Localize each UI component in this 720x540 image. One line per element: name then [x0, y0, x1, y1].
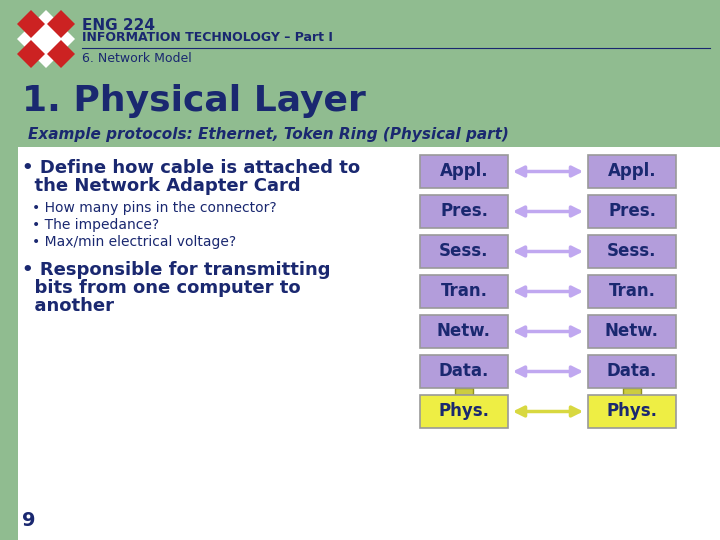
Bar	[18, 78, 720, 123]
FancyArrowPatch shape	[517, 407, 580, 416]
FancyBboxPatch shape	[588, 395, 676, 428]
FancyBboxPatch shape	[588, 275, 676, 308]
Bar	[0, 0, 720, 78]
Polygon shape	[47, 40, 75, 68]
Text: Appl.: Appl.	[440, 163, 488, 180]
Bar	[455, 388, 473, 395]
Text: • Max/min electrical voltage?: • Max/min electrical voltage?	[32, 235, 236, 249]
Polygon shape	[16, 9, 76, 69]
Text: • Define how cable is attached to: • Define how cable is attached to	[22, 159, 360, 177]
Text: • How many pins in the connector?: • How many pins in the connector?	[32, 201, 276, 215]
FancyArrowPatch shape	[517, 207, 580, 216]
FancyBboxPatch shape	[420, 235, 508, 268]
FancyBboxPatch shape	[420, 315, 508, 348]
Polygon shape	[47, 10, 75, 38]
FancyBboxPatch shape	[588, 155, 676, 188]
Polygon shape	[17, 40, 45, 68]
Text: Netw.: Netw.	[605, 322, 659, 341]
FancyBboxPatch shape	[420, 275, 508, 308]
FancyArrowPatch shape	[517, 247, 580, 256]
Text: Pres.: Pres.	[440, 202, 488, 220]
Text: INFORMATION TECHNOLOGY – Part I: INFORMATION TECHNOLOGY – Part I	[82, 31, 333, 44]
Text: • Responsible for transmitting: • Responsible for transmitting	[22, 261, 330, 279]
Text: Appl.: Appl.	[608, 163, 657, 180]
FancyBboxPatch shape	[420, 155, 508, 188]
Text: • The impedance?: • The impedance?	[32, 218, 159, 232]
Text: another: another	[22, 297, 114, 315]
Text: Pres.: Pres.	[608, 202, 656, 220]
Bar	[18, 147, 720, 540]
FancyArrowPatch shape	[517, 287, 580, 296]
FancyBboxPatch shape	[588, 195, 676, 228]
Text: ENG 224: ENG 224	[82, 18, 155, 33]
FancyArrowPatch shape	[517, 167, 580, 176]
Text: 6. Network Model: 6. Network Model	[82, 52, 192, 65]
FancyArrowPatch shape	[517, 367, 580, 376]
Text: Example protocols: Ethernet, Token Ring (Physical part): Example protocols: Ethernet, Token Ring …	[28, 127, 509, 143]
FancyBboxPatch shape	[588, 355, 676, 388]
Text: Tran.: Tran.	[441, 282, 487, 300]
Text: Sess.: Sess.	[439, 242, 489, 260]
Text: 9: 9	[22, 511, 35, 530]
Polygon shape	[17, 10, 45, 38]
Bar	[0, 78, 18, 540]
Bar	[18, 123, 720, 147]
Text: Tran.: Tran.	[608, 282, 655, 300]
Text: Sess.: Sess.	[607, 242, 657, 260]
Bar	[623, 388, 641, 395]
Text: 1. Physical Layer: 1. Physical Layer	[22, 84, 366, 118]
FancyBboxPatch shape	[420, 195, 508, 228]
FancyBboxPatch shape	[588, 315, 676, 348]
FancyBboxPatch shape	[420, 395, 508, 428]
Text: Phys.: Phys.	[606, 402, 657, 421]
FancyBboxPatch shape	[588, 235, 676, 268]
Text: Data.: Data.	[438, 362, 489, 381]
Text: bits from one computer to: bits from one computer to	[22, 279, 301, 297]
Text: the Network Adapter Card: the Network Adapter Card	[22, 177, 301, 195]
Text: Netw.: Netw.	[437, 322, 491, 341]
FancyArrowPatch shape	[517, 327, 580, 336]
FancyBboxPatch shape	[420, 355, 508, 388]
Text: Data.: Data.	[607, 362, 657, 381]
Text: Phys.: Phys.	[438, 402, 490, 421]
